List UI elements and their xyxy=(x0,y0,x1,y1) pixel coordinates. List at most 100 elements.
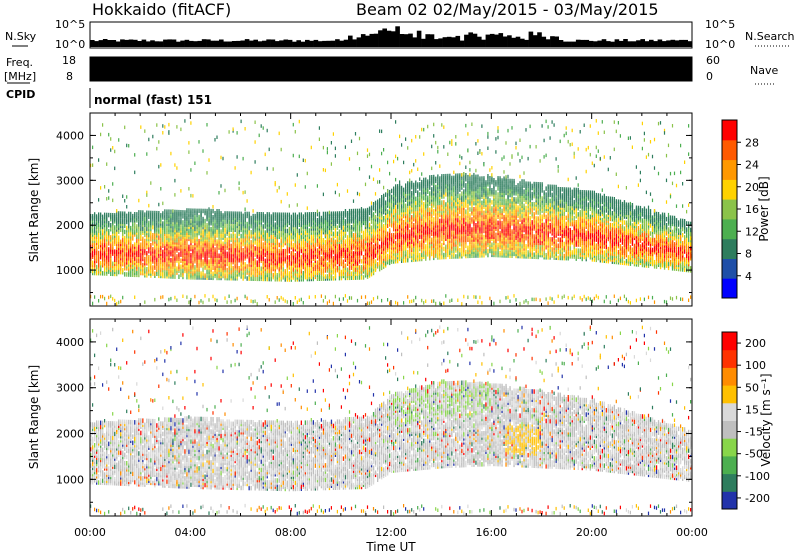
echo-mark xyxy=(329,300,330,304)
echo-mark xyxy=(202,229,203,234)
nsky-bar xyxy=(507,35,512,47)
echo-mark xyxy=(180,210,181,215)
nsky-bar xyxy=(374,34,379,47)
echo-mark xyxy=(421,180,422,185)
echo-mark xyxy=(275,300,276,304)
echo-mark xyxy=(411,239,412,244)
echo-mark xyxy=(104,185,105,189)
echo-mark xyxy=(267,255,268,260)
nsky-bar xyxy=(159,41,164,47)
echo-mark xyxy=(112,213,113,218)
echo-mark xyxy=(182,210,183,215)
echo-mark xyxy=(293,223,294,228)
echo-mark xyxy=(229,242,230,247)
echo-mark xyxy=(154,249,155,254)
echo-mark xyxy=(108,253,109,258)
echo-mark xyxy=(433,244,434,249)
echo-mark xyxy=(363,265,364,270)
echo-mark xyxy=(92,228,93,233)
echo-mark xyxy=(198,259,199,264)
echo-mark xyxy=(379,245,380,250)
echo-mark xyxy=(227,300,228,304)
echo-mark xyxy=(295,259,296,264)
echo-mark xyxy=(297,203,298,207)
echo-mark xyxy=(335,230,336,235)
echo-mark xyxy=(180,271,181,276)
echo-mark xyxy=(425,250,426,255)
echo-mark xyxy=(243,157,244,161)
echo-mark xyxy=(419,196,420,201)
echo-mark xyxy=(255,140,256,144)
echo-mark xyxy=(423,301,424,305)
echo-mark xyxy=(371,300,372,304)
echo-mark xyxy=(126,244,127,249)
echo-mark xyxy=(124,220,125,225)
echo-mark xyxy=(233,266,234,271)
echo-mark xyxy=(335,191,336,195)
echo-mark xyxy=(174,256,175,261)
nsky-bar xyxy=(503,37,508,48)
echo-mark xyxy=(377,296,378,300)
echo-mark xyxy=(243,234,244,239)
echo-mark xyxy=(415,197,416,202)
echo-mark xyxy=(184,119,185,123)
echo-mark xyxy=(359,193,360,197)
echo-mark xyxy=(339,193,340,197)
echo-mark xyxy=(303,214,304,219)
echo-mark xyxy=(92,246,93,251)
echo-mark xyxy=(216,239,217,244)
nsky-bar xyxy=(628,41,633,47)
echo-mark xyxy=(132,236,133,241)
echo-mark xyxy=(194,295,195,299)
echo-mark xyxy=(321,294,322,298)
echo-mark xyxy=(214,266,215,271)
nsky-bar xyxy=(404,34,409,47)
nsky-bar xyxy=(305,40,310,47)
echo-mark xyxy=(104,227,105,232)
echo-mark xyxy=(267,242,268,247)
echo-mark xyxy=(339,298,340,302)
echo-mark xyxy=(247,264,248,269)
echo-mark xyxy=(192,194,193,198)
echo-mark xyxy=(243,252,244,257)
echo-mark xyxy=(325,274,326,279)
echo-mark xyxy=(257,212,258,217)
echo-mark xyxy=(407,181,408,186)
echo-mark xyxy=(140,210,141,215)
echo-mark xyxy=(353,265,354,270)
echo-mark xyxy=(100,219,101,224)
echo-mark xyxy=(429,234,430,239)
echo-mark xyxy=(393,243,394,248)
echo-mark xyxy=(108,296,109,300)
echo-mark xyxy=(301,223,302,228)
echo-mark xyxy=(212,221,213,226)
echo-mark xyxy=(417,168,418,172)
echo-mark xyxy=(395,253,396,258)
echo-mark xyxy=(415,231,416,236)
echo-mark xyxy=(202,271,203,276)
echo-mark xyxy=(122,218,123,223)
echo-mark xyxy=(160,163,161,167)
nsky-bar xyxy=(94,41,99,47)
echo-mark xyxy=(231,248,232,253)
echo-mark xyxy=(293,259,294,264)
echo-mark xyxy=(337,260,338,265)
echo-mark xyxy=(227,252,228,257)
echo-mark xyxy=(224,211,225,216)
echo-mark xyxy=(323,168,324,172)
echo-mark xyxy=(383,234,384,239)
echo-mark xyxy=(253,274,254,279)
echo-mark xyxy=(150,231,151,236)
echo-mark xyxy=(220,156,221,160)
echo-mark xyxy=(353,199,354,203)
nsky-bar xyxy=(636,40,641,47)
echo-mark xyxy=(321,236,322,241)
nsky-bar xyxy=(120,39,125,47)
echo-mark xyxy=(243,256,244,261)
echo-mark xyxy=(389,218,390,223)
echo-mark xyxy=(357,251,358,256)
echo-mark xyxy=(210,227,211,232)
echo-mark xyxy=(222,258,223,263)
echo-mark xyxy=(255,214,256,219)
echo-mark xyxy=(397,184,398,189)
